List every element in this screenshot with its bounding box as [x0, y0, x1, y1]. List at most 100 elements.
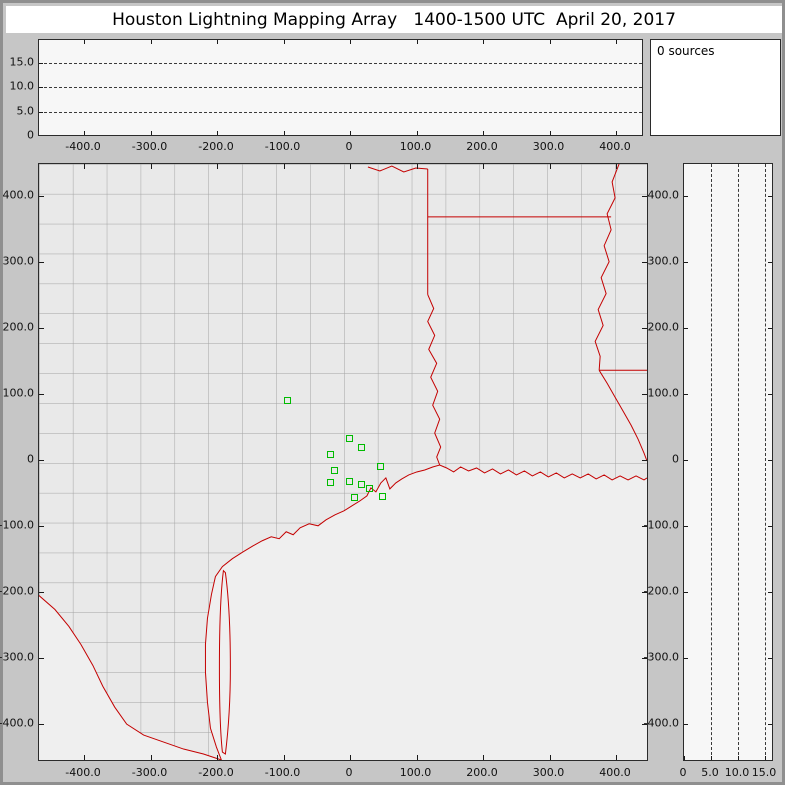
tick-mark — [684, 526, 688, 527]
tick-mark — [283, 164, 285, 169]
ew-tick-label: -200.0 — [198, 766, 234, 779]
red-river-border — [367, 165, 428, 173]
tick-mark — [549, 131, 551, 135]
tick-mark — [150, 755, 152, 760]
tick-mark — [350, 755, 351, 760]
ns-tick-label: 200.0 — [2, 320, 35, 334]
tick-mark — [616, 164, 617, 169]
tick-mark — [150, 131, 152, 135]
ns-tick-label: -300.0 — [643, 650, 679, 664]
tick-mark — [483, 164, 484, 169]
tick-mark — [684, 592, 688, 593]
altitude-vs-ns-panel[interactable] — [683, 163, 773, 761]
ew-tick-label: 200.0 — [466, 766, 498, 779]
tick-mark — [642, 724, 647, 725]
tick-mark — [150, 164, 152, 169]
tick-mark — [549, 164, 551, 169]
tick-mark — [642, 328, 647, 329]
ns-tick-label: 300.0 — [647, 254, 680, 268]
altitude-tick-label: 10.0 — [724, 766, 750, 779]
ew-tick-label: -100.0 — [264, 766, 301, 779]
ns-tick-label: -200.0 — [643, 584, 679, 598]
tick-mark — [768, 592, 772, 593]
gulf-coastline — [204, 464, 647, 760]
tick-mark — [217, 755, 218, 760]
lma-station-marker — [358, 443, 366, 451]
tick-mark — [39, 262, 44, 263]
altitude-gridline — [711, 164, 712, 760]
tick-mark — [283, 755, 285, 760]
ew-tick-label: 200.0 — [466, 140, 498, 153]
tick-mark — [350, 131, 351, 135]
lma-station-marker — [327, 478, 335, 486]
ns-tick-label: -300.0 — [0, 650, 34, 664]
tick-mark — [549, 755, 551, 760]
tick-mark — [642, 658, 647, 659]
altitude-axis-labels-right: 0 5.0 10.0 15.0 — [675, 763, 785, 785]
altitude-gridline — [39, 87, 642, 88]
tick-mark — [768, 724, 772, 725]
plan-view-map-panel[interactable] — [38, 163, 648, 761]
ns-tick-label: 400.0 — [647, 188, 680, 202]
tick-mark — [39, 526, 44, 527]
ew-tick-label: -400.0 — [65, 140, 101, 153]
tick-mark — [642, 460, 647, 461]
ew-tick-label: -200.0 — [198, 140, 234, 153]
tick-mark — [84, 164, 85, 169]
tick-mark — [416, 40, 418, 44]
ew-axis-labels-map: -400.0 -300.0 -200.0 -100.0 0 100.0 200.0 300.0… — [38, 763, 648, 785]
tick-mark — [416, 131, 418, 135]
altitude-gridline — [765, 164, 766, 760]
texas-map — [39, 164, 647, 760]
tick-mark — [768, 526, 772, 527]
ew-tick-label: 300.0 — [532, 140, 565, 153]
ew-tick-label: -300.0 — [131, 140, 168, 153]
tick-mark — [39, 87, 43, 88]
ew-tick-label: 400.0 — [599, 140, 631, 153]
altitude-tick-label: 10.0 — [9, 79, 35, 93]
altitude-tick-label: 15.0 — [9, 55, 35, 68]
tick-mark — [642, 394, 647, 395]
source-count-label: 0 sources — [657, 44, 715, 58]
tick-mark — [350, 164, 351, 169]
lma-station-marker — [358, 480, 366, 488]
tick-mark — [549, 40, 551, 44]
tick-mark — [483, 131, 484, 135]
tick-mark — [642, 262, 647, 263]
tick-mark — [39, 658, 44, 659]
tick-mark — [150, 40, 152, 44]
ew-tick-label: -300.0 — [131, 766, 168, 779]
lma-station-marker — [378, 493, 386, 501]
tick-mark — [483, 40, 484, 44]
tick-mark — [684, 328, 688, 329]
state-border-layer — [39, 164, 647, 760]
altitude-tick-label: 15.0 — [751, 766, 777, 779]
tick-mark — [684, 724, 688, 725]
mississippi-river-border — [594, 164, 620, 371]
altitude-vs-ew-panel[interactable] — [38, 39, 643, 136]
tick-mark — [283, 131, 285, 135]
ew-axis-labels-top: -400.0 -300.0 -200.0 -100.0 0 100.0 200.0 300.0… — [38, 137, 643, 159]
altitude-gridline — [738, 164, 739, 760]
altitude-tick-label: 0 — [27, 128, 34, 142]
tick-mark — [642, 526, 647, 527]
lma-station-marker — [366, 484, 374, 492]
ns-tick-label: 400.0 — [2, 188, 35, 202]
tick-mark — [684, 756, 685, 760]
ns-tick-label: -400.0 — [643, 716, 679, 730]
tick-mark — [616, 755, 617, 760]
tick-mark — [350, 40, 351, 44]
altitude-tick-label: 0 — [679, 766, 687, 779]
ns-tick-label: 200.0 — [647, 320, 680, 334]
altitude-tick-label: 5.0 — [701, 766, 719, 779]
lma-station-marker — [331, 466, 339, 474]
ns-tick-label: 100.0 — [647, 386, 680, 400]
tick-mark — [217, 164, 218, 169]
ew-tick-label: 0 — [345, 766, 353, 779]
tick-mark — [768, 658, 772, 659]
tick-mark — [483, 755, 484, 760]
tick-mark — [684, 262, 688, 263]
ew-tick-label: -400.0 — [65, 766, 101, 779]
tick-mark — [39, 111, 43, 113]
